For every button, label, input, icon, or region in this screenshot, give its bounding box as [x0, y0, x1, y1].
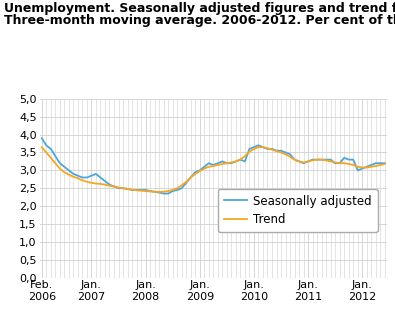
Line: Seasonally adjusted: Seasonally adjusted: [42, 138, 385, 194]
Seasonally adjusted: [152, 190, 157, 194]
Trend: [157, 190, 162, 194]
Trend: [382, 162, 387, 166]
Seasonally adjusted: [184, 181, 188, 185]
Seasonally adjusted: [161, 192, 166, 196]
Trend: [107, 184, 112, 188]
Legend: Seasonally adjusted, Trend: Seasonally adjusted, Trend: [218, 189, 378, 232]
Seasonally adjusted: [107, 183, 112, 187]
Trend: [193, 172, 198, 176]
Seasonally adjusted: [157, 190, 162, 194]
Seasonally adjusted: [233, 160, 238, 163]
Trend: [161, 190, 166, 194]
Line: Trend: Trend: [42, 147, 385, 192]
Seasonally adjusted: [193, 170, 198, 174]
Trend: [152, 190, 157, 194]
Trend: [184, 180, 188, 184]
Trend: [40, 145, 44, 149]
Trend: [233, 160, 238, 163]
Seasonally adjusted: [382, 161, 387, 165]
Seasonally adjusted: [40, 136, 44, 140]
Text: Unemployment. Seasonally adjusted figures and trend figures.: Unemployment. Seasonally adjusted figure…: [4, 2, 395, 15]
Text: Three-month moving average. 2006-2012. Per cent of the labour force: Three-month moving average. 2006-2012. P…: [4, 14, 395, 27]
